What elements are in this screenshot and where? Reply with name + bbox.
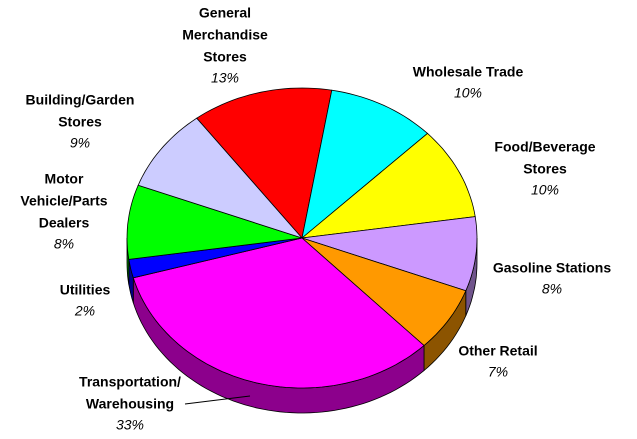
slice [196,87,333,239]
slice-percent: 9% [70,135,90,151]
slice-label: Building/Garden [26,92,135,108]
slice-label: General [199,5,251,21]
slice [301,89,429,240]
slice-percent: 8% [542,281,562,297]
slice-label: Merchandise [182,27,268,43]
slice-label: Gasoline Stations [493,260,611,276]
slice-percent: 10% [454,85,482,101]
slice [301,237,467,347]
slice-label: Warehousing [86,396,174,412]
slice-percent: 8% [54,236,74,252]
leader-line [184,395,251,405]
slice [300,132,476,239]
slice-label: Stores [58,114,102,130]
slice-label: Stores [203,49,247,65]
slice-label: Dealers [39,215,90,231]
slice-percent: 7% [488,364,508,380]
slice-percent: 33% [116,417,144,433]
slice-label: Other Retail [458,343,537,359]
slice-label: Motor [45,171,84,187]
slice-label: Transportation/ [79,374,181,390]
slice-label: Food/Beverage [494,139,595,155]
slice-label: Utilities [60,282,111,298]
slice-percent: 10% [531,182,559,198]
slice-percent: 2% [74,303,95,319]
slice [137,117,304,239]
slice-label: Stores [523,161,567,177]
slice-percent: 13% [211,70,239,86]
slice [126,184,303,260]
slice-label: Wholesale Trade [413,64,524,80]
slice [301,216,478,292]
slice-label: Vehicle/Parts [20,193,107,209]
slice [132,237,425,389]
